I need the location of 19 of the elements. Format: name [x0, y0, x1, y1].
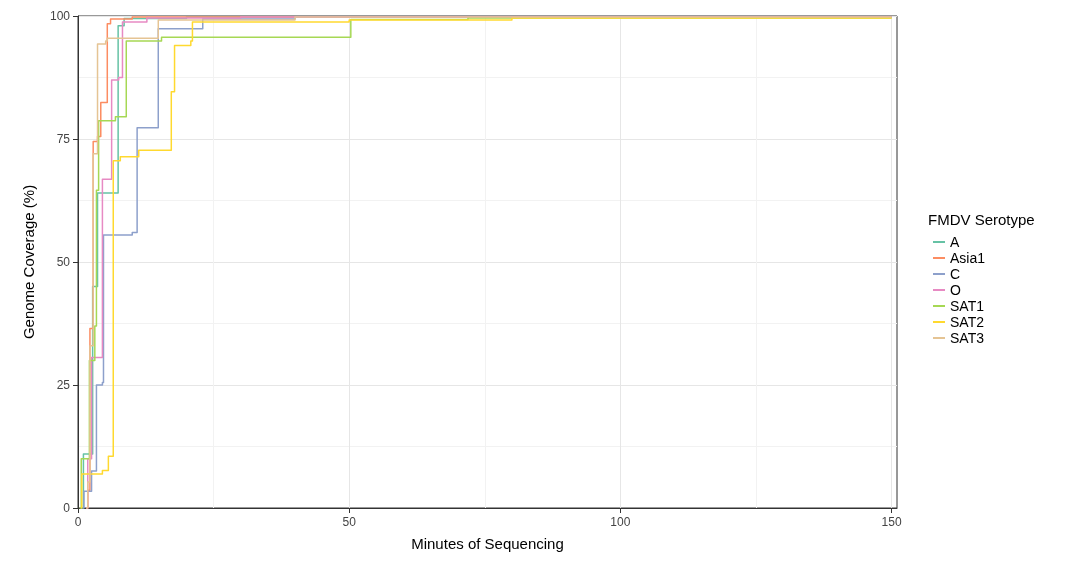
- legend-label: O: [950, 282, 961, 298]
- legend-title: FMDV Serotype: [928, 211, 1035, 228]
- x-tick-label: 100: [610, 515, 631, 529]
- y-tick-label: 75: [56, 132, 71, 146]
- legend-label: SAT3: [950, 330, 985, 346]
- x-tick-label: 150: [881, 515, 902, 529]
- x-tick-label: 0: [74, 515, 82, 529]
- legend-label: C: [950, 266, 961, 282]
- legend-label: SAT2: [950, 314, 985, 330]
- y-axis-title: Genome Coverage (%): [20, 184, 37, 340]
- legend-label: SAT1: [950, 298, 985, 314]
- y-tick-label: 100: [49, 9, 71, 23]
- y-tick-label: 50: [56, 255, 71, 269]
- legend-label: A: [950, 234, 960, 250]
- legend-label: Asia1: [950, 250, 986, 266]
- x-axis-title: Minutes of Sequencing: [411, 535, 564, 552]
- y-tick-label: 0: [63, 501, 71, 515]
- y-tick-label: 25: [56, 378, 71, 392]
- x-tick-label: 50: [342, 515, 357, 529]
